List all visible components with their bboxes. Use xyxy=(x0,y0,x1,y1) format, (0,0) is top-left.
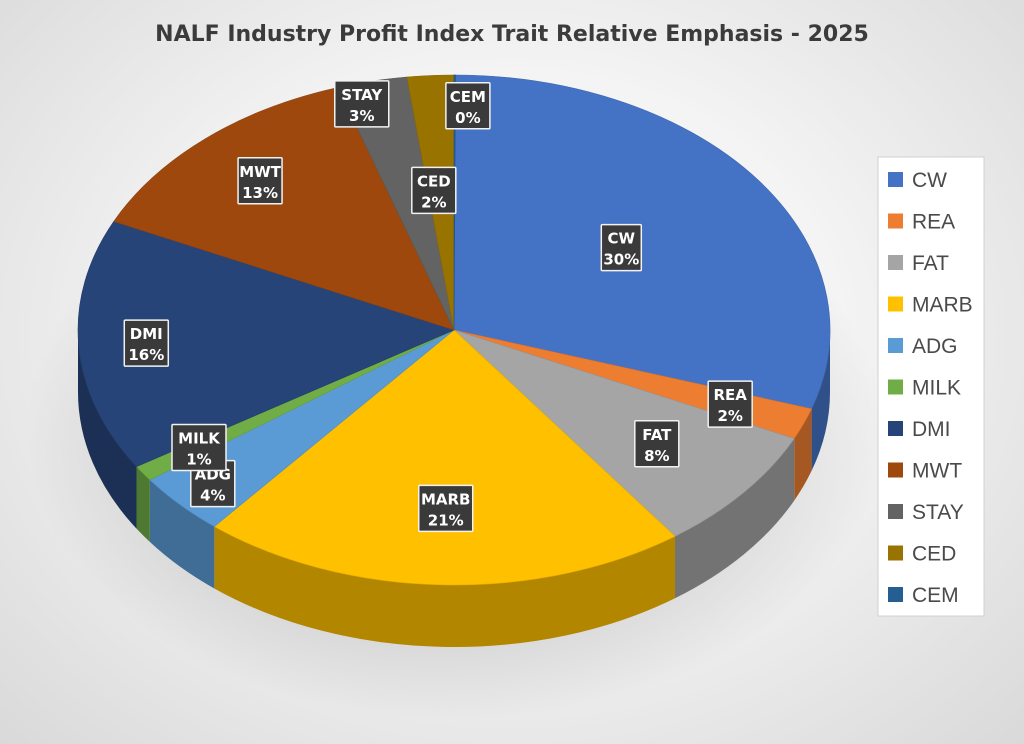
legend-item-rea[interactable]: REA xyxy=(888,211,955,234)
data-label-value: 2% xyxy=(717,407,742,425)
data-label-value: 21% xyxy=(428,511,464,529)
legend-swatch xyxy=(888,338,903,353)
data-label-name: MARB xyxy=(421,490,471,508)
data-label-value: 30% xyxy=(603,251,639,269)
data-label-value: 3% xyxy=(349,107,374,125)
legend-swatch xyxy=(888,172,903,187)
legend: CW REA FAT MARB ADG MILK DMI MWT STAY CED CEM xyxy=(877,156,985,617)
legend-label: ADG xyxy=(912,335,958,358)
legend-item-milk[interactable]: MILK xyxy=(888,377,961,400)
data-label-name: STAY xyxy=(341,86,383,104)
legend-item-ced[interactable]: CED xyxy=(888,543,956,566)
data-label-milk: MILK 1% xyxy=(171,423,227,472)
data-label-name: REA xyxy=(713,386,747,404)
legend-item-stay[interactable]: STAY xyxy=(888,501,964,524)
data-label-cw: CW 30% xyxy=(600,223,643,272)
data-label-value: 8% xyxy=(644,447,669,465)
legend-item-adg[interactable]: ADG xyxy=(888,335,958,358)
pie-slice-fat[interactable] xyxy=(453,329,795,537)
legend-label: CEM xyxy=(912,584,959,607)
legend-item-marb[interactable]: MARB xyxy=(888,294,973,317)
data-label-value: 4% xyxy=(200,487,225,505)
legend-swatch xyxy=(888,545,903,561)
legend-label: REA xyxy=(912,211,955,234)
legend-label: MARB xyxy=(912,294,973,317)
legend-item-cw[interactable]: CW xyxy=(888,169,947,192)
pie-side-milk xyxy=(136,466,150,542)
data-label-fat: FAT 8% xyxy=(634,420,680,468)
data-labels: CW30%REA2%FAT8%MARB21%ADG4%MILK1%DMI16%M… xyxy=(123,80,753,533)
legend-item-mwt[interactable]: MWT xyxy=(888,460,962,483)
pie-slice-mwt[interactable] xyxy=(113,87,455,331)
legend-swatch xyxy=(888,462,903,478)
legend-item-cem[interactable]: CEM xyxy=(888,584,959,607)
data-label-name: CW xyxy=(608,230,636,248)
legend-label: CW xyxy=(912,169,947,192)
pie-side-rea xyxy=(794,408,812,501)
data-label-name: DMI xyxy=(130,325,163,343)
data-label-name: MILK xyxy=(178,430,221,448)
data-label-marb: MARB 21% xyxy=(417,484,474,533)
legend-label: MWT xyxy=(912,460,962,483)
data-label-name: CEM xyxy=(450,88,486,106)
data-label-value: 1% xyxy=(186,451,211,469)
legend-label: FAT xyxy=(912,252,949,275)
legend-swatch xyxy=(888,255,903,270)
legend-label: MILK xyxy=(912,377,961,400)
data-label-rea: REA 2% xyxy=(707,380,753,428)
data-label-value: 13% xyxy=(242,184,278,202)
legend-swatch xyxy=(888,213,903,229)
data-label-name: MWT xyxy=(239,163,281,181)
legend-label: DMI xyxy=(912,418,951,441)
chart-title: NALF Industry Profit Index Trait Relativ… xyxy=(155,22,869,47)
pie-side-fat xyxy=(675,438,795,599)
pie-slice-dmi[interactable] xyxy=(77,221,455,467)
legend-item-dmi[interactable]: DMI xyxy=(888,418,951,441)
data-label-dmi: DMI 16% xyxy=(123,319,170,367)
legend-swatch xyxy=(888,379,903,395)
data-label-ced: CED 2% xyxy=(411,166,457,215)
legend-swatch xyxy=(888,504,903,519)
pie-side-adg xyxy=(149,479,215,589)
data-label-name: FAT xyxy=(642,426,672,444)
legend-swatch xyxy=(888,587,903,602)
data-label-cem: CEM 0% xyxy=(445,82,491,130)
legend-item-fat[interactable]: FAT xyxy=(888,252,949,275)
data-label-value: 2% xyxy=(421,193,446,211)
data-label-name: CED xyxy=(417,172,451,190)
data-label-value: 16% xyxy=(128,346,164,364)
legend-swatch xyxy=(888,296,903,312)
data-label-stay: STAY 3% xyxy=(334,80,390,128)
legend-label: CED xyxy=(912,543,956,566)
pie-slice-marb[interactable] xyxy=(213,329,676,586)
legend-swatch xyxy=(888,421,903,436)
data-label-mwt: MWT 13% xyxy=(237,157,283,205)
pie-side-marb xyxy=(214,526,676,647)
pie-side-cw xyxy=(811,330,830,471)
pie-slice-cem[interactable] xyxy=(453,74,456,331)
legend-label: STAY xyxy=(912,501,964,524)
data-label-value: 0% xyxy=(455,109,480,127)
